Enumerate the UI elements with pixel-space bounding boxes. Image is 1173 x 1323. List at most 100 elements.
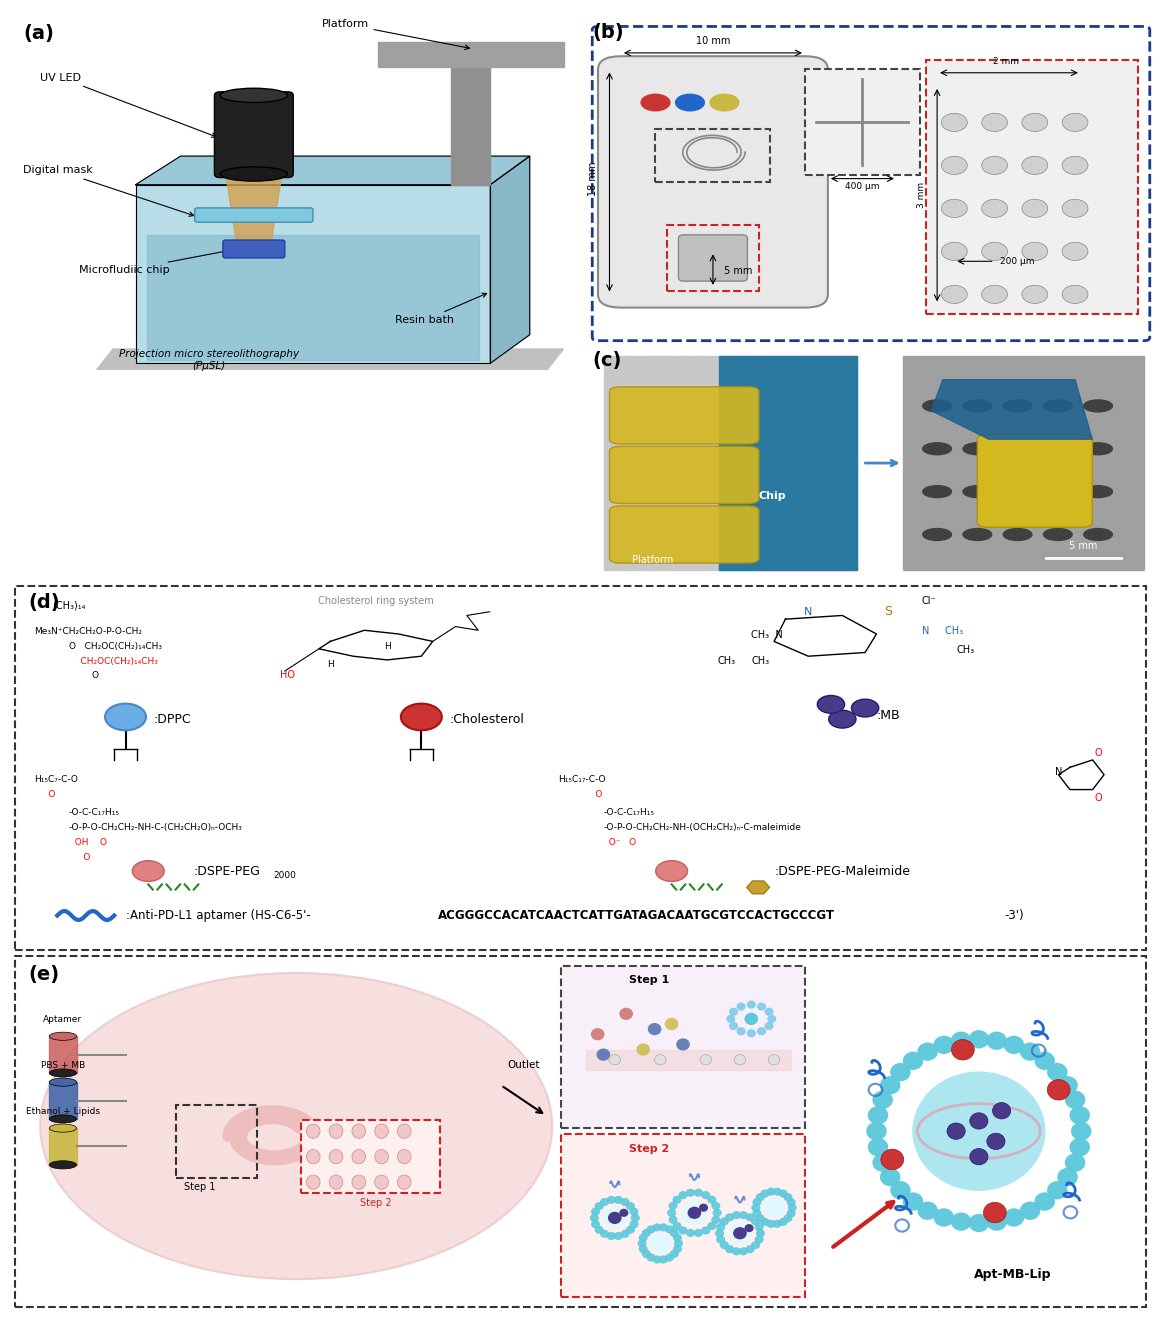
Polygon shape [747, 881, 769, 894]
FancyBboxPatch shape [925, 60, 1138, 314]
Text: Outlet: Outlet [508, 1060, 540, 1070]
Circle shape [707, 1222, 717, 1230]
FancyBboxPatch shape [195, 208, 313, 222]
Text: Step 2: Step 2 [360, 1197, 392, 1208]
Text: (b): (b) [592, 24, 624, 42]
Text: Cl⁻: Cl⁻ [922, 597, 936, 606]
Circle shape [1047, 1080, 1070, 1099]
Circle shape [733, 1228, 747, 1240]
FancyBboxPatch shape [15, 586, 1146, 950]
Circle shape [637, 1044, 650, 1056]
Ellipse shape [374, 1150, 388, 1164]
Circle shape [714, 1229, 724, 1237]
Circle shape [934, 1036, 954, 1054]
Circle shape [720, 1241, 728, 1249]
Circle shape [784, 1215, 793, 1222]
Circle shape [986, 1212, 1006, 1230]
Circle shape [656, 861, 687, 881]
Circle shape [646, 1225, 656, 1233]
Polygon shape [49, 1036, 76, 1073]
Circle shape [746, 1213, 754, 1221]
Circle shape [1044, 400, 1072, 411]
Circle shape [1035, 1052, 1055, 1070]
Circle shape [752, 1199, 761, 1207]
Polygon shape [450, 49, 490, 185]
Circle shape [986, 1032, 1006, 1050]
Circle shape [963, 443, 991, 455]
Circle shape [106, 704, 145, 730]
Circle shape [868, 1106, 888, 1125]
Circle shape [597, 1049, 610, 1061]
FancyBboxPatch shape [562, 966, 805, 1129]
Ellipse shape [49, 1069, 76, 1077]
Circle shape [745, 1224, 753, 1232]
Circle shape [638, 1245, 647, 1253]
Circle shape [700, 1054, 712, 1065]
Ellipse shape [330, 1150, 343, 1164]
Ellipse shape [49, 1125, 76, 1132]
Circle shape [606, 1232, 616, 1240]
Circle shape [818, 696, 845, 713]
Text: H: H [327, 660, 333, 669]
Text: -O-C-C₁₇H₁₅: -O-C-C₁₇H₁₅ [68, 808, 120, 818]
Circle shape [1003, 443, 1032, 455]
Circle shape [868, 1138, 888, 1156]
Circle shape [707, 1196, 717, 1204]
Circle shape [1065, 1090, 1085, 1109]
Circle shape [768, 1054, 780, 1065]
Circle shape [1003, 486, 1032, 497]
Text: O: O [68, 672, 99, 680]
Circle shape [599, 1197, 609, 1207]
Polygon shape [49, 1129, 76, 1164]
Circle shape [613, 1196, 623, 1204]
Circle shape [732, 1211, 741, 1220]
Circle shape [665, 1225, 674, 1233]
Circle shape [1070, 1106, 1090, 1125]
Ellipse shape [306, 1175, 320, 1189]
Text: Me₃N⁺CH₂CH₂O-P-O-CH₂: Me₃N⁺CH₂CH₂O-P-O-CH₂ [34, 627, 142, 636]
Circle shape [678, 1226, 687, 1234]
Text: O⁻   O: O⁻ O [603, 839, 637, 847]
Circle shape [650, 1233, 671, 1253]
Circle shape [686, 1229, 696, 1237]
Circle shape [1003, 528, 1032, 540]
Circle shape [1071, 1122, 1092, 1140]
Text: :Cholesterol: :Cholesterol [449, 713, 524, 726]
Circle shape [917, 1043, 938, 1061]
Circle shape [667, 1209, 676, 1217]
Circle shape [880, 1168, 901, 1187]
Ellipse shape [982, 242, 1008, 261]
Text: (c): (c) [592, 351, 622, 370]
Circle shape [676, 94, 704, 111]
Circle shape [590, 1213, 599, 1222]
Circle shape [727, 1222, 752, 1244]
Circle shape [969, 1031, 989, 1049]
Ellipse shape [49, 1032, 76, 1040]
FancyBboxPatch shape [223, 239, 285, 258]
Circle shape [674, 1240, 683, 1248]
Circle shape [713, 1209, 721, 1217]
Circle shape [765, 1021, 774, 1031]
Circle shape [725, 1245, 734, 1253]
Ellipse shape [942, 242, 968, 261]
Text: :MB: :MB [876, 709, 900, 722]
Circle shape [655, 1054, 666, 1065]
Circle shape [728, 1008, 738, 1016]
Circle shape [963, 528, 991, 540]
Text: O: O [581, 790, 602, 799]
Circle shape [609, 1054, 621, 1065]
Text: PBS + MB: PBS + MB [41, 1061, 86, 1070]
Circle shape [591, 1220, 601, 1228]
Circle shape [866, 1122, 887, 1140]
Ellipse shape [330, 1125, 343, 1138]
FancyBboxPatch shape [15, 955, 1146, 1307]
Ellipse shape [942, 286, 968, 303]
Text: Apt-MB-Lip: Apt-MB-Lip [975, 1267, 1052, 1281]
Circle shape [760, 1217, 769, 1226]
Circle shape [754, 1222, 764, 1230]
Polygon shape [604, 356, 856, 570]
Circle shape [672, 1196, 682, 1204]
Circle shape [665, 1253, 674, 1262]
Text: OH    O: OH O [68, 839, 107, 847]
Circle shape [1044, 443, 1072, 455]
